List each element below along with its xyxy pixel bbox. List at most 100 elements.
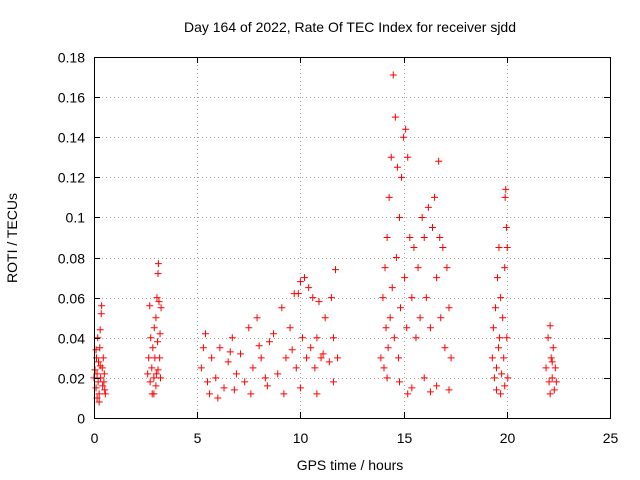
data-point <box>492 364 500 372</box>
data-point <box>286 324 294 332</box>
data-point <box>154 366 162 374</box>
data-point <box>329 378 337 386</box>
data-point <box>420 234 428 241</box>
data-point <box>404 153 412 161</box>
data-point <box>247 390 255 398</box>
data-point <box>294 290 302 298</box>
data-point <box>416 314 424 322</box>
data-point <box>313 334 321 342</box>
data-point <box>329 334 337 342</box>
data-point <box>154 270 162 278</box>
data-point <box>503 244 511 252</box>
y-tick-label: 0.08 <box>58 251 85 267</box>
data-point <box>426 388 434 396</box>
data-point <box>197 364 205 372</box>
data-point <box>380 364 388 372</box>
plot-frame <box>94 57 611 419</box>
x-tick-label: 0 <box>91 430 99 446</box>
data-point <box>91 366 99 374</box>
data-point <box>377 354 385 362</box>
data-point <box>232 370 240 378</box>
data-point <box>156 330 164 338</box>
data-point <box>325 358 333 366</box>
data-point <box>391 113 399 121</box>
data-point <box>489 324 497 332</box>
data-point <box>497 294 505 302</box>
data-point <box>495 344 503 352</box>
data-point <box>292 364 300 372</box>
y-axis-label: ROTI / TECUs <box>4 193 20 283</box>
data-point <box>431 193 439 201</box>
data-point <box>445 386 453 394</box>
data-point <box>149 344 157 352</box>
data-point <box>404 390 412 398</box>
data-point <box>99 354 107 362</box>
data-point <box>412 334 420 342</box>
data-point <box>495 244 503 252</box>
data-point <box>544 334 552 342</box>
data-point <box>550 386 558 394</box>
data-point <box>313 390 321 398</box>
data-point <box>502 223 510 231</box>
data-point <box>403 324 411 332</box>
data-point <box>548 358 556 366</box>
data-point <box>155 298 163 306</box>
data-point <box>206 390 214 398</box>
data-point <box>303 354 311 362</box>
data-point <box>101 390 109 398</box>
data-point <box>381 264 389 272</box>
data-point <box>552 378 560 386</box>
data-point <box>502 185 510 193</box>
data-point <box>145 354 153 362</box>
data-point <box>282 354 290 362</box>
y-tick-label: 0.12 <box>58 170 85 186</box>
data-point <box>504 374 512 382</box>
data-point <box>490 374 498 382</box>
data-point <box>382 324 390 332</box>
x-tick-label: 15 <box>397 430 413 446</box>
data-point <box>503 334 511 342</box>
data-point <box>424 203 432 211</box>
data-point <box>212 374 220 382</box>
data-point <box>319 350 327 358</box>
data-point <box>257 354 265 362</box>
data-point <box>156 354 164 362</box>
data-point <box>546 322 554 330</box>
data-point <box>150 374 158 382</box>
data-point <box>296 278 304 286</box>
data-point <box>309 294 317 302</box>
data-point <box>395 213 403 221</box>
data-point <box>395 378 403 386</box>
data-point <box>497 390 505 398</box>
data-point <box>214 394 222 402</box>
data-points <box>90 71 560 406</box>
data-point <box>397 304 405 312</box>
data-point <box>301 274 309 282</box>
data-point <box>224 358 232 366</box>
data-point <box>148 364 156 372</box>
data-point <box>95 390 103 398</box>
data-point <box>94 334 102 342</box>
data-point <box>199 344 207 352</box>
data-point <box>99 382 107 390</box>
data-point <box>241 378 249 386</box>
data-point <box>96 362 104 370</box>
data-point <box>436 234 444 241</box>
data-point <box>95 398 103 406</box>
y-tick-label: 0.16 <box>58 90 85 106</box>
x-tick-label: 20 <box>500 430 516 446</box>
data-point <box>298 334 306 342</box>
data-point <box>499 314 507 322</box>
data-point <box>498 370 506 378</box>
data-point <box>237 350 245 358</box>
data-point <box>220 384 228 392</box>
data-point <box>437 314 445 322</box>
y-tick-label: 0.14 <box>58 130 85 146</box>
data-point <box>249 364 257 372</box>
data-point <box>389 71 397 79</box>
data-point <box>439 244 447 252</box>
data-point <box>445 304 453 312</box>
data-point <box>433 382 441 390</box>
data-point <box>156 374 164 382</box>
data-point <box>97 310 105 318</box>
